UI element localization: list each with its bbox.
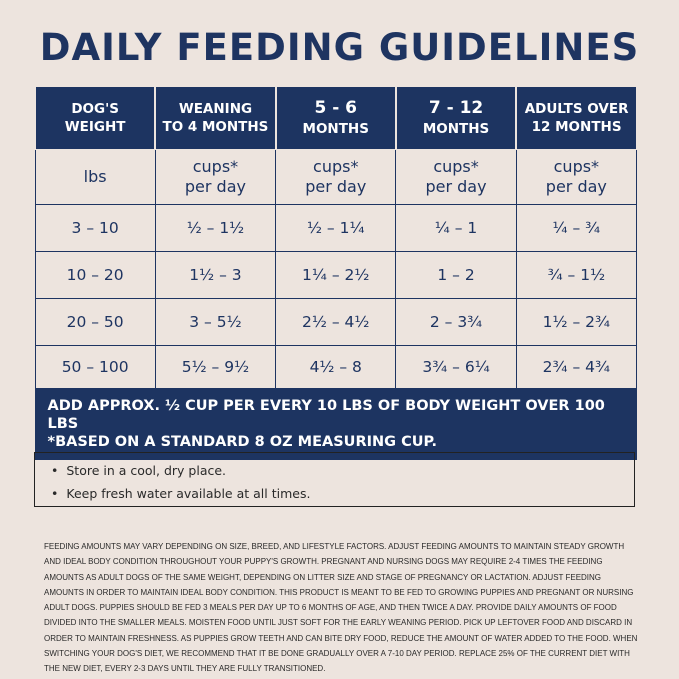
table-cell: 2 – 3¾ <box>395 298 517 346</box>
unit-cell: cups* per day <box>515 149 638 205</box>
units-row: lbs cups* per day cups* per day cups* per d… <box>34 149 638 205</box>
feeding-table: DOG'S WEIGHT WEANING TO 4 MONTHS 5 - 6 MONT… <box>33 86 638 460</box>
header-adults: ADULTS OVER 12 MONTHS <box>515 86 638 150</box>
header-line1: DOG'S <box>71 101 119 117</box>
unit-text: per day <box>184 177 246 196</box>
table-row: 3 – 10 ½ – 1½ ½ – 1¼ ¼ – 1 ¼ – ¾ <box>34 204 638 252</box>
table-cell: 2¾ – 4¾ <box>515 345 638 389</box>
note-item: Store in a cool, dry place. <box>51 459 634 482</box>
table-cell: ¼ – ¾ <box>515 204 638 252</box>
header-line1: ADULTS OVER <box>524 101 629 117</box>
table-cell: ¾ – 1½ <box>515 251 638 299</box>
table-cell: ¼ – 1 <box>395 204 517 252</box>
table-cell: 1½ – 2¾ <box>515 298 638 346</box>
header-weaning: WEANING TO 4 MONTHS <box>154 86 277 150</box>
storage-notes-box: Store in a cool, dry place. Keep fresh w… <box>34 452 635 507</box>
unit-cell: cups* per day <box>395 149 517 205</box>
table-cell: 1½ – 3 <box>154 251 277 299</box>
table-cell: 3 – 5½ <box>154 298 277 346</box>
fine-print: FEEDING AMOUNTS MAY VARY DEPENDING ON SI… <box>44 541 638 674</box>
table-cell: 1 – 2 <box>395 251 517 299</box>
table-footer: ADD APPROX. ½ CUP PER EVERY 10 LBS OF BO… <box>34 388 637 460</box>
unit-text: cups* <box>433 157 479 176</box>
note-item: Keep fresh water available at all times. <box>51 482 634 505</box>
table-cell: 50 – 100 <box>34 345 156 389</box>
unit-cell: cups* per day <box>154 149 277 205</box>
header-line1: 7 - 12 <box>428 97 484 118</box>
header-line2: TO 4 MONTHS <box>162 119 269 135</box>
footer-note-cup: *BASED ON A STANDARD 8 OZ MEASURING CUP. <box>47 434 437 450</box>
header-line2: 12 MONTHS <box>531 119 622 135</box>
table-row: 50 – 100 5½ – 9½ 4½ – 8 3¾ – 6¼ 2¾ – 4¾ <box>34 345 638 389</box>
table-row: 10 – 20 1½ – 3 1¼ – 2½ 1 – 2 ¾ – 1½ <box>34 251 638 299</box>
header-5-6-months: 5 - 6 MONTHS <box>274 86 397 150</box>
table-cell: ½ – 1½ <box>154 204 277 252</box>
table-cell: ½ – 1¼ <box>275 204 397 252</box>
unit-text: lbs <box>83 167 107 186</box>
header-line2: WEIGHT <box>64 119 126 135</box>
unit-text: per day <box>425 177 487 196</box>
table-cell: 2½ – 4½ <box>275 298 397 346</box>
table-cell: 3¾ – 6¼ <box>395 345 517 389</box>
unit-text: per day <box>305 177 367 196</box>
header-line2: MONTHS <box>302 120 369 137</box>
header-7-12-months: 7 - 12 MONTHS <box>394 86 517 150</box>
header-line1: 5 - 6 <box>314 97 358 118</box>
unit-text: cups* <box>192 157 239 176</box>
header-line2: MONTHS <box>422 120 490 137</box>
footer-note-large-dogs: ADD APPROX. ½ CUP PER EVERY 10 LBS OF BO… <box>47 398 605 432</box>
table-cell: 1¼ – 2½ <box>275 251 397 299</box>
unit-cell: cups* per day <box>275 149 397 205</box>
table-cell: 20 – 50 <box>34 298 156 346</box>
table-cell: 5½ – 9½ <box>154 345 277 389</box>
unit-cell: lbs <box>34 149 156 205</box>
table-cell: 4½ – 8 <box>275 345 397 389</box>
table-cell: 10 – 20 <box>34 251 156 299</box>
header-line1: WEANING <box>178 101 253 117</box>
footer-row: ADD APPROX. ½ CUP PER EVERY 10 LBS OF BO… <box>34 388 637 460</box>
unit-text: per day <box>545 177 607 196</box>
page-title: DAILY FEEDING GUIDELINES <box>39 26 640 69</box>
header-row: DOG'S WEIGHT WEANING TO 4 MONTHS 5 - 6 MONT… <box>33 86 638 150</box>
unit-text: cups* <box>313 157 359 176</box>
header-weight: DOG'S WEIGHT <box>33 86 156 150</box>
table-row: 20 – 50 3 – 5½ 2½ – 4½ 2 – 3¾ 1½ – 2¾ <box>34 298 638 346</box>
unit-text: cups* <box>553 157 600 176</box>
table-cell: 3 – 10 <box>34 204 156 252</box>
